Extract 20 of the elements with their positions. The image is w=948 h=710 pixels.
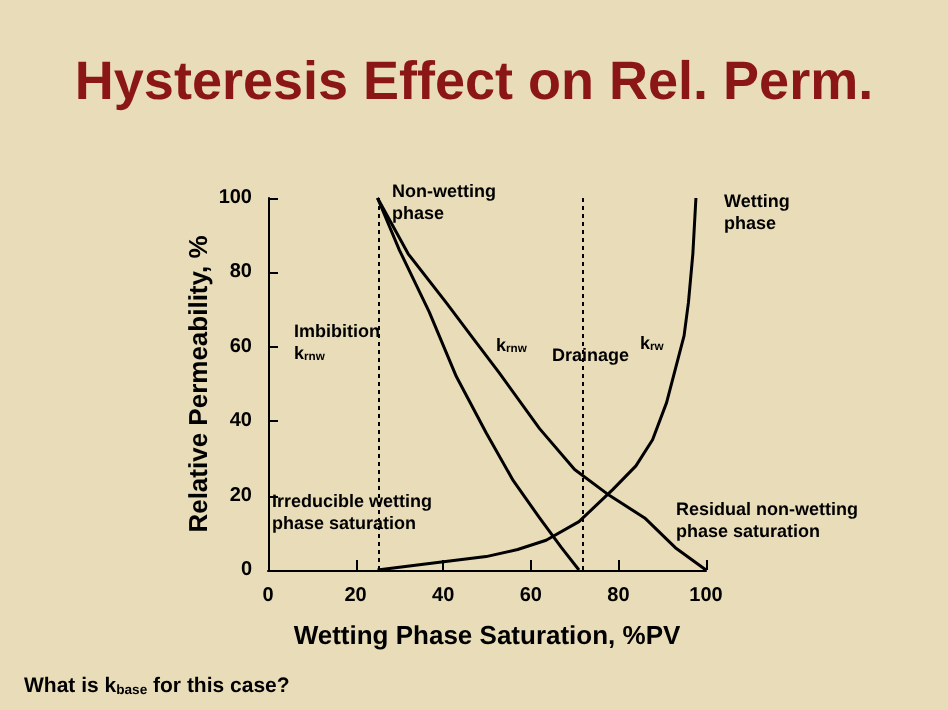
- x-tick-label: 0: [262, 585, 275, 607]
- x-axis-title: Wetting Phase Saturation, %PV: [293, 620, 681, 650]
- y-tick-label: 40: [229, 410, 253, 433]
- y-tick-label: 0: [240, 559, 253, 581]
- y-axis-title: Relative Permeability, %: [182, 234, 213, 533]
- x-tick-label: 20: [344, 585, 368, 607]
- annotation: Residual non-wetting phase saturation: [676, 499, 858, 541]
- chart-title: Hysteresis Effect on Rel. Perm.: [74, 51, 874, 111]
- text: Wetting phase: [724, 191, 790, 233]
- x-tick-label: 80: [607, 585, 631, 607]
- annotation: Drainage: [552, 345, 630, 365]
- x-tick-label: 40: [432, 585, 456, 607]
- annotation: Non-wetting phase: [392, 181, 496, 223]
- annotation: Irreducible wetting phase saturation: [272, 491, 433, 533]
- y-tick-label: 20: [229, 484, 253, 507]
- x-tick-label: 100: [689, 585, 724, 607]
- y-tick-label: 100: [218, 187, 253, 209]
- x-tick-label: 60: [519, 585, 543, 607]
- y-tick-label: 80: [229, 261, 253, 284]
- y-tick-label: 60: [229, 335, 253, 358]
